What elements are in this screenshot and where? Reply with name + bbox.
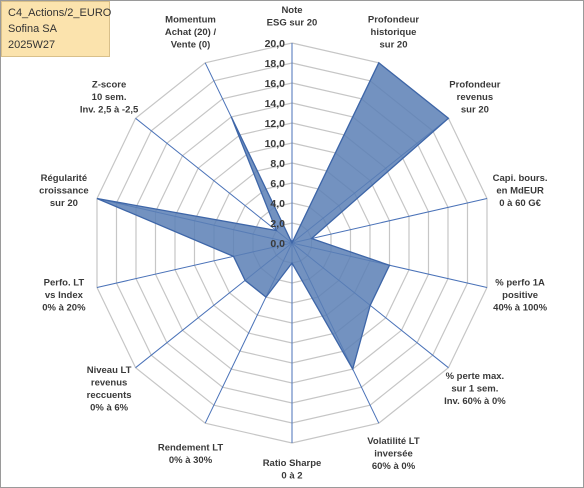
category-label: Volatilité LT inversée 60% à 0% xyxy=(367,436,420,472)
category-label: Profondeur revenus sur 20 xyxy=(449,79,500,115)
category-label: Capi. bours. en MdEUR 0 à 60 G€ xyxy=(493,173,548,209)
category-label: Profondeur historique sur 20 xyxy=(368,14,419,50)
tick-label: 8,0 xyxy=(270,158,285,170)
tick-label: 2,0 xyxy=(270,218,285,230)
radar-axis-labels: Note ESG sur 20 Profondeur historique sur 20… xyxy=(39,5,548,482)
category-label: % perte max. sur 1 sem. Inv. 60% à 0% xyxy=(444,371,506,407)
tick-label: 0,0 xyxy=(270,238,285,250)
tick-label: 16,0 xyxy=(265,78,286,90)
tick-label: 10,0 xyxy=(265,138,286,150)
tick-label: 6,0 xyxy=(270,178,285,190)
category-label: Rendement LT 0% à 30% xyxy=(158,442,223,466)
tick-label: 18,0 xyxy=(265,58,286,70)
category-label: Ratio Sharpe 0 à 2 xyxy=(263,458,322,482)
tick-label: 4,0 xyxy=(270,198,285,210)
portfolio-label: C4_Actions/2_EURO xyxy=(8,7,112,19)
radar-series xyxy=(96,61,450,371)
company-name: Sofina SA xyxy=(8,23,57,35)
tick-label: 12,0 xyxy=(265,118,286,130)
category-label: Niveau LT revenus reccuents 0% à 6% xyxy=(87,365,132,414)
tick-label: 20,0 xyxy=(265,38,286,50)
fund-info-box: C4_Actions/2_EURO Sofina SA 2025W27 xyxy=(1,1,112,57)
category-label: Régularité croissance sur 20 xyxy=(39,173,89,209)
category-label: Z-score 10 sem. Inv. 2,5 à -2,5 xyxy=(80,79,139,115)
category-label: Momentum Achat (20) / Vente (0) xyxy=(165,14,217,50)
category-label: Note ESG sur 20 xyxy=(267,5,318,29)
radar-axis-line xyxy=(291,198,488,244)
week-label: 2025W27 xyxy=(8,39,56,51)
radar-axis-line xyxy=(135,117,293,244)
radar-tick-labels: 0,0 2,0 4,0 6,0 8,0 10,0 12,0 14,0 16,0 18,0 20,0 xyxy=(265,38,286,250)
category-label: Perfo. LT vs Index 0% à 20% xyxy=(42,277,86,313)
category-label: % perfo 1A positive 40% à 100% xyxy=(493,277,547,313)
series-area xyxy=(96,61,450,371)
tick-label: 14,0 xyxy=(265,98,286,110)
